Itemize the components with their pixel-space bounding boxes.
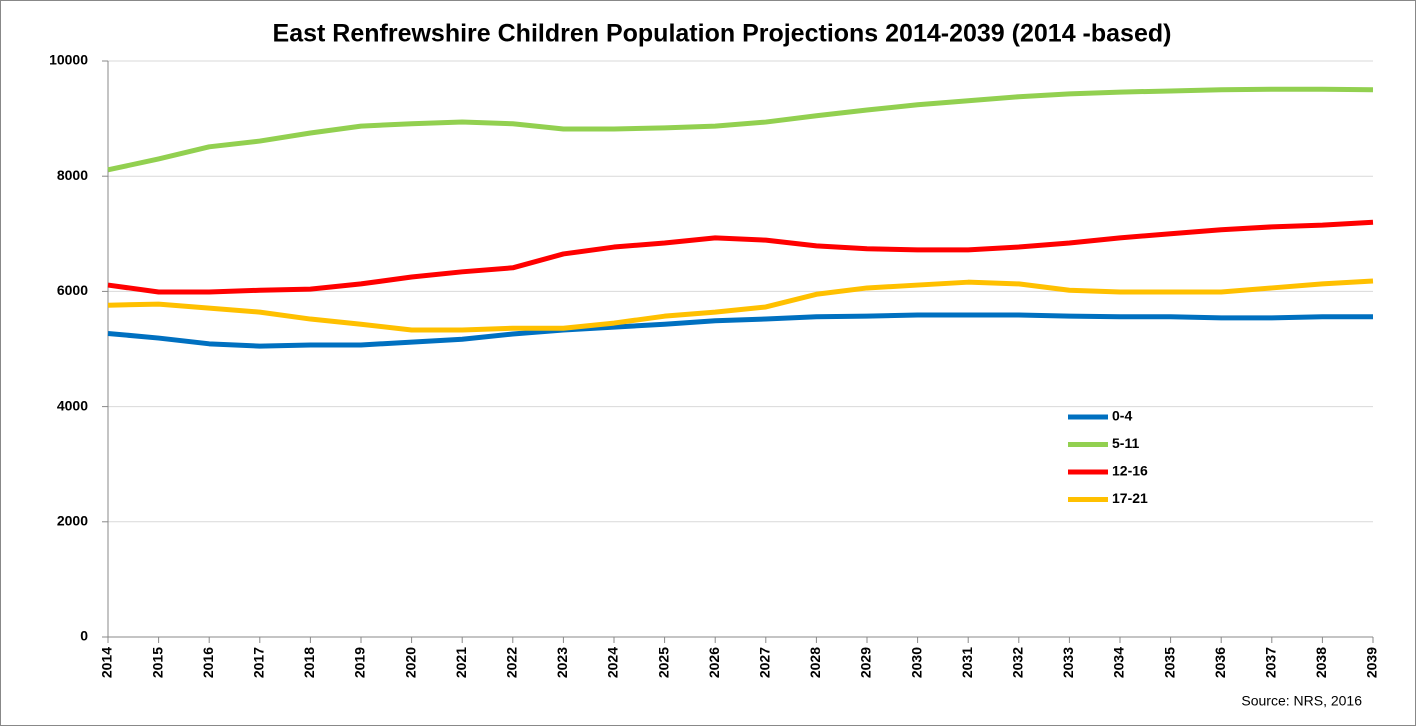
- series-line: [107, 278, 1374, 333]
- x-tick-label: 2025: [655, 647, 671, 678]
- y-tick-label: 6000: [57, 282, 88, 298]
- y-tick-label: 4000: [57, 397, 88, 413]
- x-tick-label: 2033: [1060, 647, 1076, 678]
- x-tick-label: 2018: [301, 647, 317, 678]
- x-tick-label: 2031: [959, 647, 975, 678]
- y-tick-label: 0: [80, 628, 88, 644]
- x-tick-label: 2017: [251, 647, 267, 678]
- source-note: Source: NRS, 2016: [1241, 693, 1362, 709]
- x-tick-label: 2024: [605, 647, 621, 678]
- x-tick-label: 2028: [807, 647, 823, 678]
- y-tick-label: 10000: [49, 52, 88, 68]
- y-tick-label: 8000: [57, 167, 88, 183]
- x-tick-label: 2015: [149, 647, 165, 678]
- x-tick-label: 2023: [554, 647, 570, 678]
- x-tick-label: 2020: [402, 647, 418, 678]
- x-tick-label: 2021: [453, 647, 469, 678]
- x-tick-label: 2038: [1313, 647, 1329, 678]
- x-tick-label: 2026: [706, 647, 722, 678]
- y-tick-label: 2000: [57, 513, 88, 529]
- x-tick-label: 2032: [1010, 647, 1026, 678]
- series-line: [107, 86, 1374, 173]
- series-line: [107, 219, 1374, 295]
- x-tick-label: 2014: [99, 647, 115, 678]
- x-tick-label: 2029: [858, 647, 874, 678]
- x-tick-label: 2039: [1364, 647, 1380, 678]
- x-tick-label: 2035: [1161, 647, 1177, 678]
- legend-label: 5-11: [1112, 435, 1139, 451]
- series-line: [107, 312, 1373, 349]
- x-tick-label: 2019: [352, 647, 368, 678]
- legend-label: 0-4: [1112, 408, 1132, 424]
- x-tick-label: 2027: [757, 647, 773, 678]
- chart-title: East Renfrewshire Children Population Pr…: [273, 20, 1172, 48]
- x-tick-label: 2037: [1263, 647, 1279, 678]
- x-tick-label: 2030: [908, 647, 924, 678]
- x-tick-label: 2022: [504, 647, 520, 678]
- x-tick-label: 2016: [200, 647, 216, 678]
- x-tick-label: 2034: [1111, 647, 1127, 678]
- legend-label: 12-16: [1112, 463, 1148, 479]
- legend-label: 17-21: [1112, 490, 1148, 506]
- x-tick-label: 2036: [1212, 647, 1228, 678]
